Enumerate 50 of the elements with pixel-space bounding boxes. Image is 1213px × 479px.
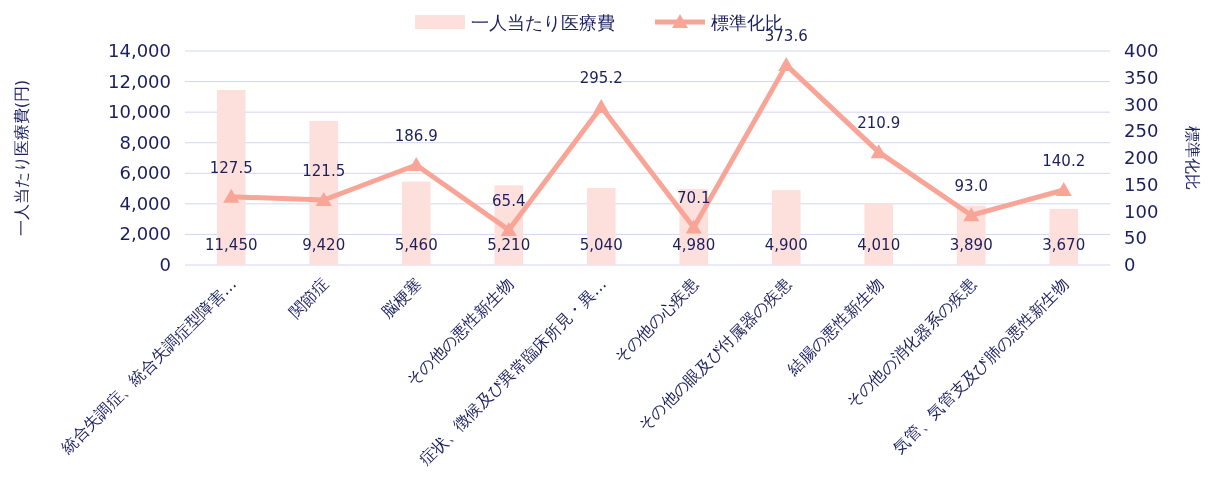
- data-label: 4,010: [857, 236, 901, 254]
- y2-tick-label: 0: [1124, 254, 1136, 275]
- data-label: 4,900: [764, 236, 808, 254]
- y2-tick-label: 250: [1124, 120, 1159, 142]
- data-label: 70.1: [677, 189, 711, 208]
- data-label: 127.5: [209, 158, 253, 177]
- y-tick-label: 10,000: [108, 101, 171, 123]
- y-tick-label: 0: [159, 254, 171, 275]
- y-tick-label: 12,000: [108, 70, 171, 92]
- data-label: 9,420: [302, 236, 346, 254]
- data-label: 4,980: [672, 236, 716, 254]
- y2-tick-label: 50: [1124, 227, 1147, 249]
- y-tick-label: 6,000: [119, 162, 171, 184]
- data-label: 140.2: [1042, 151, 1086, 170]
- y2-tick-label: 150: [1124, 173, 1159, 195]
- data-label: 3,890: [949, 236, 993, 254]
- point: [315, 192, 332, 206]
- y-tick-label: 4,000: [119, 192, 171, 214]
- data-label: 5,460: [394, 236, 438, 254]
- x-tick-label: 関節症: [285, 274, 333, 322]
- data-label: 121.5: [302, 162, 346, 180]
- x-tick-label: 統合失調症、統合失調症型障害…: [56, 274, 241, 458]
- point: [778, 57, 795, 72]
- data-label: 295.2: [579, 69, 623, 88]
- y2-axis-title: 標準化比: [1183, 126, 1202, 190]
- point: [963, 207, 980, 222]
- legend-label: 一人当たり医療費: [471, 12, 615, 33]
- data-label: 5,210: [487, 236, 531, 254]
- y-tick-label: 8,000: [119, 131, 171, 153]
- y2-tick-label: 400: [1124, 40, 1159, 61]
- y2-tick-label: 350: [1124, 66, 1159, 88]
- point: [593, 99, 610, 114]
- data-label: 11,450: [205, 236, 258, 254]
- y2-tick-label: 200: [1124, 147, 1159, 168]
- y-axis-title: 一人当たり医療費(円): [12, 79, 31, 237]
- point: [1055, 181, 1072, 196]
- y2-tick-label: 100: [1124, 200, 1159, 222]
- y-tick-label: 2,000: [119, 223, 171, 245]
- point: [500, 222, 517, 237]
- data-label: 5,040: [579, 236, 623, 254]
- data-label: 65.4: [492, 192, 526, 211]
- y-tick-label: 14,000: [108, 40, 171, 61]
- x-tick-label: 脳梗塞: [377, 274, 426, 322]
- point: [223, 188, 240, 203]
- y2-tick-label: 300: [1124, 93, 1159, 115]
- data-label: 93.0: [954, 177, 988, 196]
- data-label: 210.9: [857, 114, 901, 133]
- point: [685, 219, 702, 234]
- data-label: 186.9: [394, 127, 438, 146]
- data-label: 3,670: [1042, 236, 1086, 254]
